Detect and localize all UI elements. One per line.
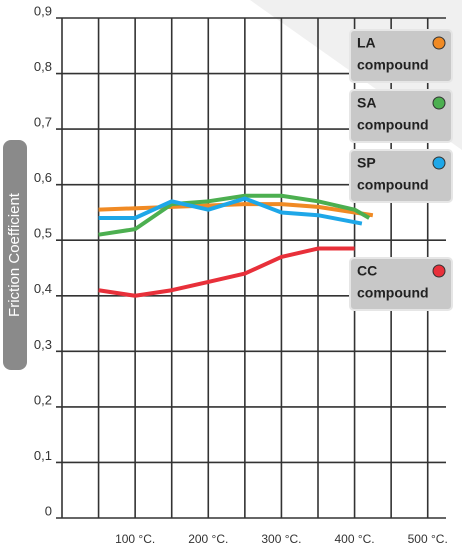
line	[98, 196, 363, 226]
legend-label: compound	[357, 57, 429, 73]
legend-swatch	[432, 156, 446, 170]
y-tick-label: 0,8	[34, 59, 52, 74]
legend-label: SP	[357, 155, 376, 171]
y-label-box	[3, 140, 27, 370]
legend-label: SA	[357, 95, 376, 111]
legend-label: LA	[357, 35, 376, 51]
x-tick-label: 500 °C.	[408, 532, 448, 546]
legend-box	[349, 29, 453, 83]
line	[98, 246, 355, 298]
y-axis-label: Friction Coefficient	[6, 192, 23, 317]
y-tick-label: 0,6	[34, 170, 52, 185]
legend-box	[349, 149, 453, 203]
legend-label: CC	[357, 263, 377, 279]
y-tick-label: 0,5	[34, 226, 52, 241]
x-tick-label: 100 °C.	[115, 532, 155, 546]
x-tick-label: 300 °C.	[261, 532, 301, 546]
y-tick-label: 0,3	[34, 337, 52, 352]
y-tick-label: 0,9	[34, 3, 52, 18]
legend-label: compound	[357, 177, 429, 193]
x-tick-label: 400 °C.	[334, 532, 374, 546]
legend-label: compound	[357, 285, 429, 301]
legend-swatch	[432, 96, 446, 110]
legend-swatch	[432, 264, 446, 278]
y-tick-label: 0	[45, 503, 52, 518]
y-tick-label: 0,1	[34, 448, 52, 463]
line	[98, 193, 371, 237]
legend-label: compound	[357, 117, 429, 133]
x-tick-label: 200 °C.	[188, 532, 228, 546]
legend-box	[349, 89, 453, 143]
y-tick-label: 0,7	[34, 115, 52, 130]
legend-swatch	[432, 36, 446, 50]
y-tick-label: 0,2	[34, 392, 52, 407]
legend-box	[349, 257, 453, 311]
y-tick-label: 0,4	[34, 281, 52, 296]
